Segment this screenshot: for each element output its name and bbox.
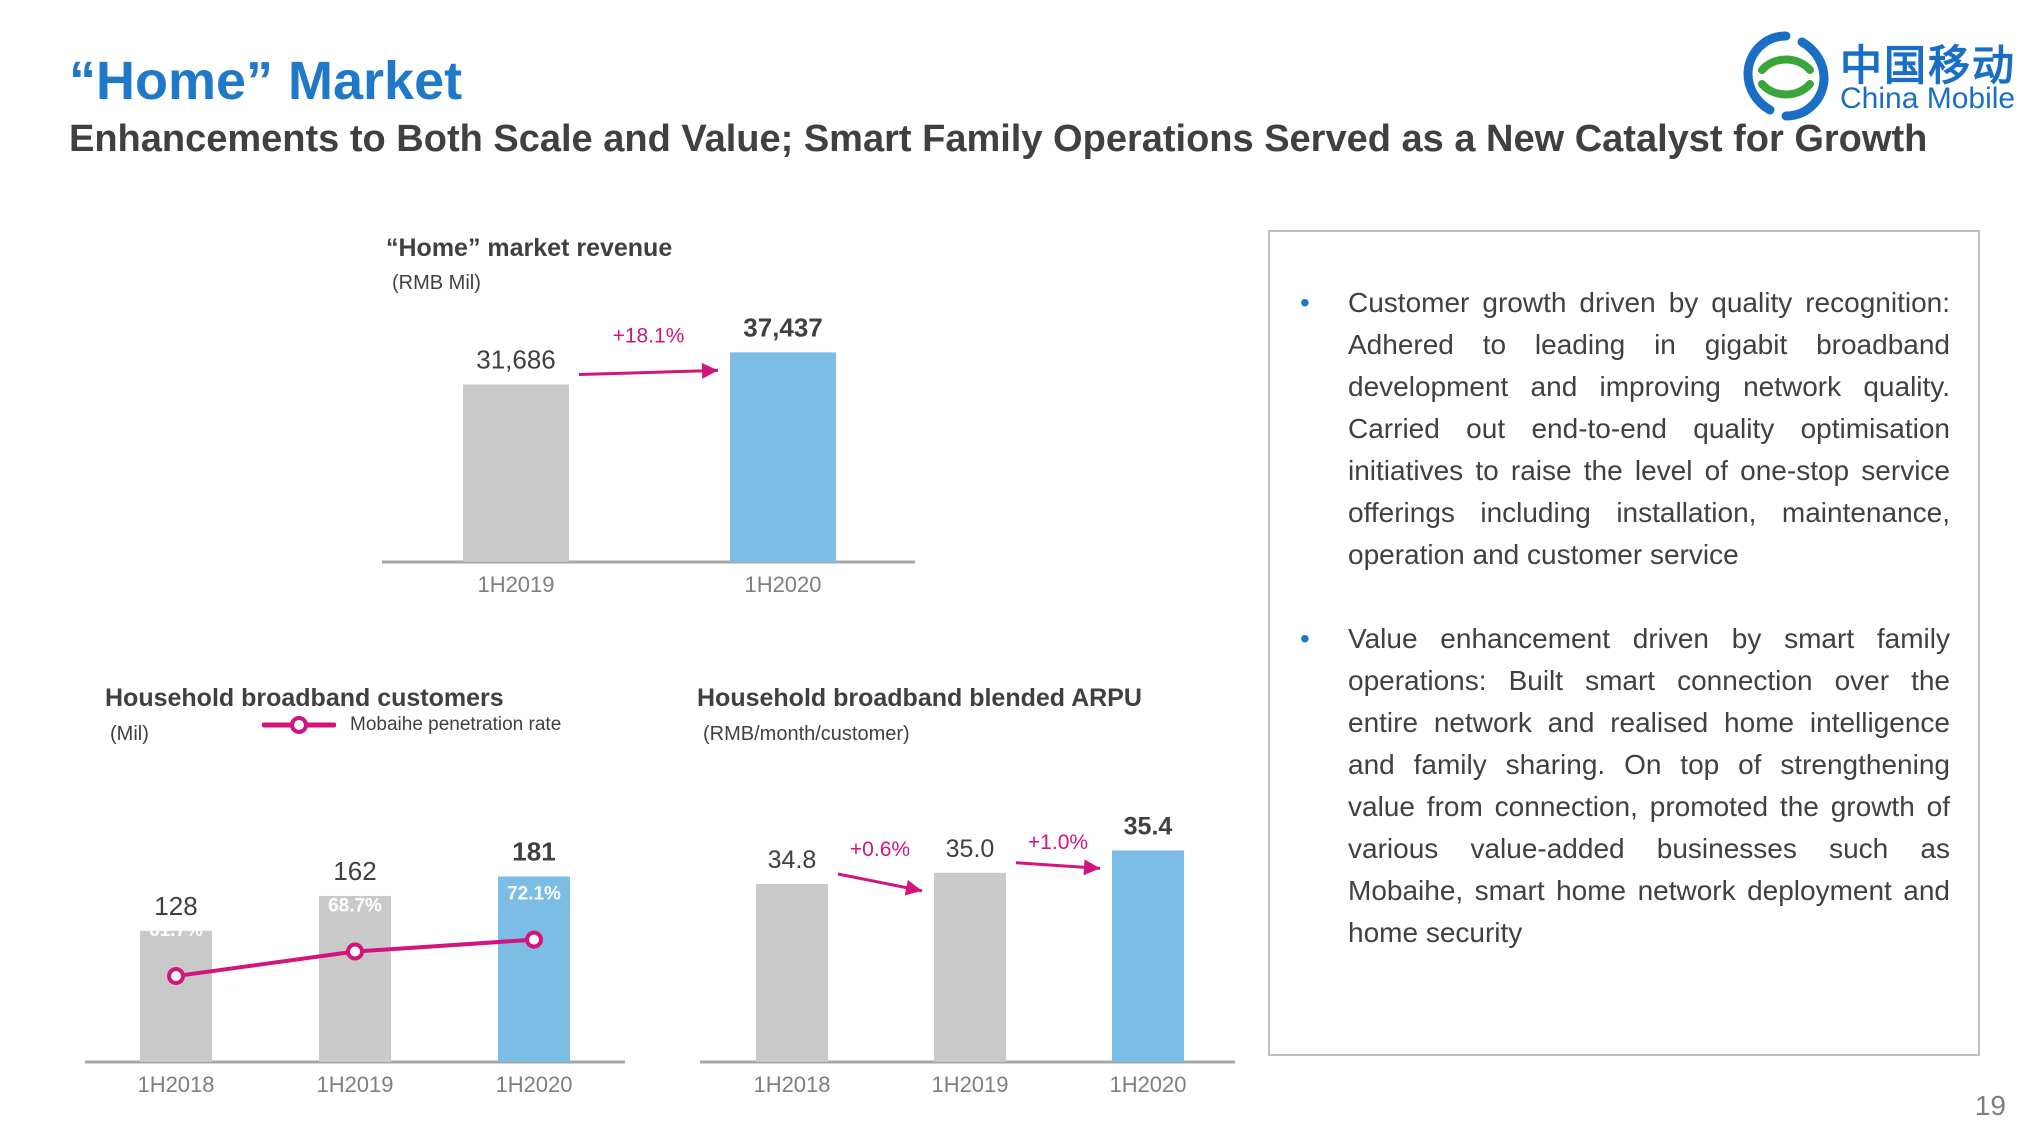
revenue-chart-title: “Home” market revenue (386, 234, 673, 262)
penetration-legend-marker (262, 716, 336, 734)
china-mobile-logo: 中国移动 China Mobile (1740, 30, 2020, 125)
arpu-growth-arrow-2-head (1083, 859, 1100, 876)
page-title: “Home” Market (69, 51, 463, 111)
logo-english-text: China Mobile (1840, 82, 2016, 115)
china-mobile-logo-icon (1743, 31, 1829, 121)
bar-value-label: 35.0 (946, 835, 995, 863)
customers-chart-unit: (Mil) (110, 723, 149, 745)
penetration-legend-label: Mobaihe penetration rate (350, 714, 562, 735)
penetration-legend: Mobaihe penetration rate (262, 714, 561, 736)
highlights-box: • Customer growth driven by quality recog… (1268, 230, 1980, 1056)
arpu-growth-arrow-1-head (904, 879, 922, 896)
bar-1H2018 (140, 930, 212, 1062)
x-tick-label: 1H2020 (495, 1072, 572, 1097)
highlight-item: • Value enhancement driven by smart famil… (1300, 618, 1950, 954)
bar-1H2019 (319, 895, 391, 1062)
x-tick-label: 1H2019 (931, 1072, 1008, 1097)
penetration-rate-label: 68.7% (328, 896, 382, 917)
revenue-chart-unit: (RMB Mil) (392, 272, 481, 294)
revenue-growth-arrow-line (578, 368, 719, 377)
bar-value-label: 162 (333, 856, 376, 886)
bar-value-label: 128 (154, 891, 197, 921)
bar-1H2019 (463, 384, 569, 562)
penetration-rate-point (525, 930, 543, 949)
customers-chart: 128 1H2018 162 1H2019 181 1H2020 61.7% 68.7% 72.… (85, 836, 625, 1097)
arpu-growth-arrow-1-label: +0.6% (850, 838, 910, 861)
x-tick-label: 1H2019 (316, 1072, 393, 1097)
x-tick-label: 1H2019 (477, 572, 554, 597)
arpu-growth-arrow-2-label: +1.0% (1028, 831, 1088, 854)
page-number: 19 (1974, 1090, 2006, 1121)
logo-chinese-text: 中国移动 (1840, 42, 2017, 89)
bar-value-label: 31,686 (476, 345, 556, 375)
arpu-chart-unit: (RMB/month/customer) (703, 723, 910, 745)
bar-1H2018 (756, 884, 828, 1062)
x-tick-label: 1H2020 (1109, 1072, 1186, 1097)
arpu-chart-title: Household broadband blended ARPU (697, 684, 1142, 712)
bar-1H2020 (498, 876, 570, 1062)
revenue-chart: 31,686 1H2019 37,437 1H2020 +18.1% (382, 312, 915, 597)
penetration-rate-point (346, 942, 364, 961)
x-tick-label: 1H2020 (744, 572, 821, 597)
penetration-rate-label: 61.7% (149, 920, 203, 941)
bar-value-label: 181 (512, 836, 555, 866)
revenue-growth-arrow-head (701, 362, 718, 379)
x-tick-label: 1H2018 (753, 1072, 830, 1097)
highlight-item: • Customer growth driven by quality recog… (1300, 282, 1950, 576)
highlights-list: • Customer growth driven by quality recog… (1300, 282, 1950, 996)
bullet-icon: • (1300, 287, 1310, 318)
customers-chart-title: Household broadband customers (105, 684, 504, 712)
x-tick-label: 1H2018 (137, 1072, 214, 1097)
bar-1H2020 (730, 352, 836, 562)
bar-value-label: 35.4 (1124, 812, 1173, 840)
arpu-chart: 34.8 1H2018 35.0 1H2019 35.4 1H2020 +0.6% +1.0% (700, 812, 1235, 1097)
bar-1H2019 (934, 872, 1006, 1062)
penetration-rate-label: 72.1% (507, 884, 561, 905)
bar-1H2020 (1112, 850, 1184, 1062)
bullet-icon: • (1300, 623, 1310, 654)
bar-value-label: 37,437 (743, 312, 823, 342)
penetration-rate-point (167, 967, 185, 986)
highlight-text: Value enhancement driven by smart family… (1348, 623, 1950, 948)
revenue-growth-arrow-label: +18.1% (613, 324, 685, 347)
page-subtitle: Enhancements to Both Scale and Value; Sm… (69, 118, 1928, 160)
highlight-text: Customer growth driven by quality recogn… (1348, 287, 1950, 570)
bar-value-label: 34.8 (768, 846, 817, 874)
